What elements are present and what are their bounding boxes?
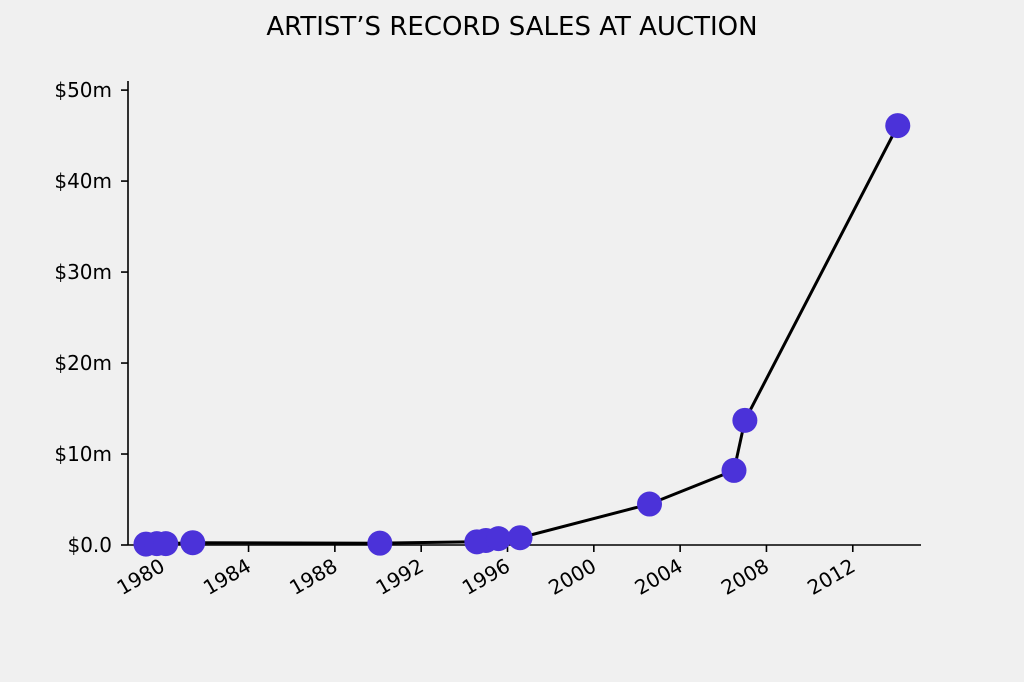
data-point [153,531,179,557]
data-point [507,525,533,551]
data-point [367,530,393,556]
x-tick-label: 1984 [199,554,255,600]
x-tick-label: 1992 [372,554,428,600]
chart-title: ARTIST’S RECORD SALES AT AUCTION [266,12,757,42]
data-point [885,113,911,139]
data-point [485,526,511,552]
data-point [732,407,758,433]
series-layer [133,113,911,557]
data-point [180,530,206,556]
data-point [721,457,747,483]
x-tick-label: 1988 [285,554,341,600]
x-tick-label: 2000 [544,554,600,600]
x-tick-label: 1996 [458,554,514,600]
data-point [637,491,663,517]
y-tick-label: $0.0 [67,533,112,557]
y-tick-label: $10m [54,442,112,466]
x-tick-label: 2008 [717,554,773,600]
axes: $0.0 $10m $20m $30m $40m $50m 1980 1984 1988 1992… [54,78,921,600]
y-tick-label: $50m [54,78,112,102]
series-line [145,124,900,546]
y-tick-label: $30m [54,260,112,284]
y-tick-label: $20m [54,351,112,375]
x-tick-label: 2012 [803,554,859,600]
x-tick-label: 1980 [113,554,169,600]
x-tick-label: 2004 [631,554,687,600]
y-tick-label: $40m [54,169,112,193]
